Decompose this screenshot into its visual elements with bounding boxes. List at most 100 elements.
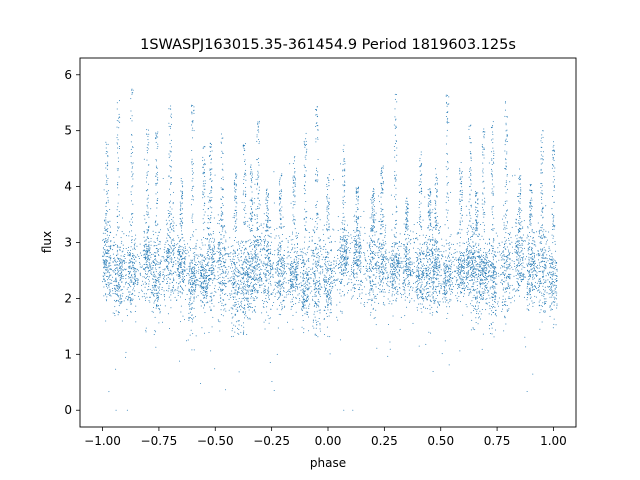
data-point <box>233 305 235 307</box>
data-point <box>291 284 293 286</box>
data-point <box>380 251 382 253</box>
data-point <box>369 294 371 296</box>
data-point <box>134 272 136 274</box>
data-point <box>241 201 243 203</box>
data-point <box>292 177 294 179</box>
data-point <box>244 205 246 207</box>
data-point <box>327 292 329 294</box>
data-point <box>374 231 376 233</box>
data-point <box>232 258 234 260</box>
data-point <box>223 261 224 263</box>
data-point <box>359 293 361 295</box>
data-point <box>213 305 215 307</box>
data-point <box>218 320 220 322</box>
data-point <box>289 251 291 253</box>
data-point <box>156 207 158 209</box>
data-point <box>422 263 424 265</box>
data-point <box>375 267 377 269</box>
data-point <box>154 255 156 257</box>
data-point <box>118 226 120 228</box>
data-point <box>105 272 107 274</box>
data-point <box>380 218 382 220</box>
data-point <box>254 289 256 291</box>
data-point <box>327 189 329 191</box>
data-point <box>426 245 428 247</box>
data-point <box>210 270 212 272</box>
data-point <box>130 311 132 313</box>
data-point <box>372 190 374 192</box>
data-point <box>405 269 407 271</box>
data-point <box>155 282 157 284</box>
data-point <box>308 305 310 307</box>
data-point <box>316 268 318 270</box>
data-point <box>155 263 157 265</box>
data-point <box>330 261 332 263</box>
data-point <box>385 264 387 266</box>
data-point <box>210 186 212 188</box>
data-point <box>373 220 375 222</box>
data-point <box>182 257 184 259</box>
data-point <box>395 289 397 291</box>
data-point <box>191 278 193 280</box>
data-point <box>210 300 212 302</box>
data-point <box>182 208 184 210</box>
data-point <box>435 258 437 260</box>
data-point <box>372 299 374 301</box>
data-point <box>417 277 419 279</box>
data-point <box>327 208 329 210</box>
data-point <box>247 305 249 307</box>
data-point <box>202 191 204 193</box>
data-point <box>397 273 399 275</box>
data-point <box>104 261 106 263</box>
data-point <box>268 318 270 320</box>
data-point <box>397 247 398 249</box>
data-point <box>268 322 270 324</box>
data-point <box>439 291 441 293</box>
data-point <box>294 201 296 203</box>
data-point <box>358 265 360 267</box>
data-point <box>282 266 284 268</box>
data-point <box>369 243 371 245</box>
data-point <box>243 280 245 282</box>
data-point <box>257 129 259 131</box>
data-point <box>109 220 111 222</box>
data-point <box>130 286 132 288</box>
data-point <box>254 261 256 263</box>
data-point <box>177 286 179 288</box>
data-point <box>194 288 196 290</box>
data-point <box>117 285 119 287</box>
data-point <box>193 110 195 112</box>
data-point <box>134 244 136 246</box>
data-point <box>446 271 448 273</box>
data-point <box>179 223 181 225</box>
data-point <box>375 219 377 221</box>
data-point <box>191 307 193 309</box>
data-point <box>254 310 256 312</box>
data-point <box>115 301 117 303</box>
data-point <box>407 211 409 213</box>
data-point <box>193 298 195 300</box>
data-point <box>357 237 359 239</box>
data-point <box>172 290 174 292</box>
data-point <box>328 299 330 301</box>
data-point <box>293 290 295 292</box>
data-point <box>250 180 252 182</box>
data-point <box>222 219 224 221</box>
data-point <box>419 184 421 186</box>
data-point <box>369 245 371 247</box>
data-point <box>328 315 330 317</box>
data-point <box>108 257 110 259</box>
data-point <box>305 277 307 279</box>
data-point <box>155 160 157 162</box>
data-point <box>265 276 267 278</box>
data-point <box>212 265 214 267</box>
data-point <box>262 227 264 229</box>
data-point <box>358 216 360 218</box>
data-point <box>223 262 225 264</box>
data-point <box>117 283 119 285</box>
data-point <box>342 163 344 165</box>
data-point <box>201 265 203 267</box>
data-point <box>342 202 344 204</box>
data-point <box>416 260 418 262</box>
data-point <box>339 282 341 284</box>
